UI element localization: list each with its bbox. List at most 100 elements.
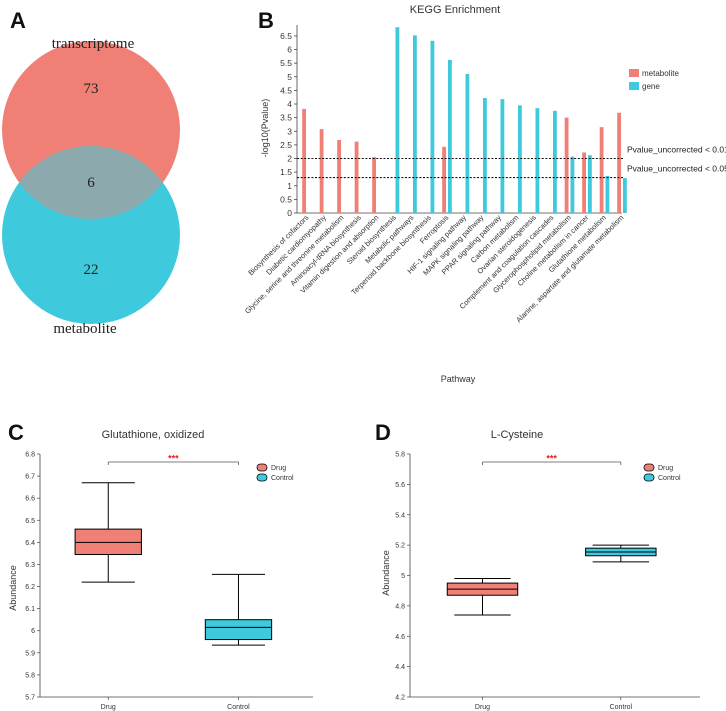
venn-label-metabolite: metabolite (53, 321, 117, 337)
boxplot-c-y-tick-label: 5.7 (25, 695, 35, 702)
boxplot-c-y-tick-label: 5.8 (25, 672, 35, 679)
venn-label-transcriptome: transcriptome (52, 36, 135, 52)
boxplot-c-y-tick-label: 6.4 (25, 540, 35, 547)
kegg-bar-gene (605, 175, 610, 213)
kegg-y-tick-label: 3 (287, 126, 292, 136)
kegg-y-tick-label: 5.5 (280, 58, 292, 68)
boxplot-d-x-tick-label: Drug (475, 704, 490, 711)
kegg-bar-gene (413, 35, 417, 213)
kegg-bar-metabolite (617, 112, 621, 213)
panel-letter-c: C (8, 420, 24, 445)
kegg-legend-label-gene: gene (642, 82, 660, 91)
kegg-legend-label-metabolite: metabolite (642, 69, 679, 78)
boxplot-d-legend-swatch-drug (643, 463, 655, 472)
boxplot-c-y-tick-label: 6.1 (25, 606, 35, 613)
panel-letter-a: A (10, 8, 26, 33)
kegg-y-tick-label: 2.5 (280, 140, 292, 150)
boxplot-glutathione: Glutathione, oxidized Abundance 5.7 5.8 5.… (8, 429, 313, 711)
boxplot-c-box-drug (74, 528, 142, 556)
boxplot-c-y-tick-label: 6 (31, 628, 35, 635)
kegg-title: KEGG Enrichment (410, 4, 500, 16)
kegg-legend-swatch-metabolite (629, 69, 639, 77)
kegg-y-tick-label: 0 (287, 208, 292, 218)
kegg-bar-gene (623, 178, 627, 213)
kegg-bar-gene (483, 98, 487, 213)
kegg-y-tick-label: 0.5 (280, 194, 292, 204)
boxplot-d-y-tick-label: 5.8 (395, 452, 405, 459)
kegg-bar-gene (465, 74, 470, 213)
boxplot-d-x-tick-label: Control (610, 704, 633, 711)
kegg-bars (302, 27, 627, 213)
kegg-bar-gene (518, 105, 522, 213)
kegg-y-tick-label: 1 (287, 181, 292, 191)
kegg-bar-metabolite (319, 129, 324, 213)
kegg-y-tick-label: 1.5 (280, 167, 292, 177)
kegg-bar-metabolite (582, 152, 586, 213)
kegg-y-axis-label: -log10(Pvalue) (260, 99, 270, 158)
kegg-y-tick-label: 5 (287, 72, 292, 82)
boxplot-c-box-control (204, 619, 273, 641)
kegg-y-tick-label: 3.5 (280, 113, 292, 123)
boxplot-d-y-tick-label: 5.2 (395, 543, 405, 550)
boxplot-d-y-tick-label: 4.8 (395, 603, 405, 610)
boxplot-c-title: Glutathione, oxidized (102, 429, 205, 441)
boxplot-d-y-axis-label: Abundance (381, 550, 391, 596)
kegg-bar-metabolite (337, 139, 341, 213)
panel-letter-d: D (375, 420, 391, 445)
boxplot-d-title: L-Cysteine (491, 429, 544, 441)
boxplot-d-y-tick-label: 4.2 (395, 695, 405, 702)
kegg-legend: metabolite gene (629, 69, 679, 91)
venn-count-overlap: 6 (87, 175, 95, 191)
kegg-y-tick-label: 6.5 (280, 31, 292, 41)
boxplot-c-legend-swatch-drug (256, 463, 268, 472)
kegg-threshold-label: Pvalue_uncorrected < 0.01 (627, 145, 726, 155)
boxplot-d-legend-label-control: Control (658, 475, 681, 482)
boxplot-d-legend-swatch-control (643, 473, 655, 482)
boxplot-c-y-tick-label: 6.8 (25, 452, 35, 459)
kegg-y-tick-label: 4.5 (280, 85, 292, 95)
kegg-bar-metabolite (302, 108, 306, 213)
kegg-y-tick-label: 4 (287, 99, 292, 109)
boxplot-d-legend-label-drug: Drug (658, 465, 673, 472)
kegg-y-tick-label: 6 (287, 45, 292, 55)
kegg-bar-gene (570, 156, 575, 213)
kegg-bar-gene (588, 155, 592, 213)
kegg-legend-swatch-gene (629, 82, 639, 90)
boxplot-d-y-tick-label: 5.6 (395, 482, 405, 489)
boxplot-c-x-tick-label: Drug (101, 704, 116, 711)
kegg-bar-gene (500, 99, 505, 213)
boxplot-d-y-tick-label: 5.4 (395, 512, 405, 519)
kegg-bar-gene (395, 27, 400, 213)
kegg-enrichment-chart: KEGG Enrichment -log10(Pvalue) Pathway 0… (243, 4, 726, 384)
kegg-bar-metabolite (564, 117, 569, 213)
boxplot-l-cysteine: L-Cysteine Abundance 4.2 4.4 4.6 4.8 5 5.2 5.4… (381, 429, 700, 711)
boxplot-c-sig-stars: *** (168, 454, 179, 464)
kegg-y-tick-label: 2 (287, 154, 292, 164)
venn-overlap-region (19, 146, 163, 219)
venn-count-transcriptome-only: 73 (84, 81, 99, 97)
panel-letter-b: B (258, 8, 274, 33)
venn-diagram: transcriptome 73 6 22 metabolite (2, 36, 180, 337)
boxplot-c-x-tick-label: Control (227, 704, 250, 711)
boxplot-c-y-tick-label: 6.5 (25, 518, 35, 525)
boxplot-c-y-tick-label: 6.2 (25, 584, 35, 591)
kegg-bar-gene (430, 40, 435, 213)
kegg-bar-gene (535, 108, 540, 213)
kegg-threshold-label: Pvalue_uncorrected < 0.05 (627, 164, 726, 174)
boxplot-c-y-tick-label: 5.9 (25, 650, 35, 657)
kegg-x-axis-label: Pathway (441, 374, 476, 384)
kegg-bar-gene (448, 59, 452, 213)
kegg-threshold-lines: Pvalue_uncorrected < 0.01 Pvalue_uncorrec… (297, 145, 726, 179)
boxplot-d-y-tick-label: 4.4 (395, 664, 405, 671)
kegg-bar-gene (553, 110, 557, 213)
kegg-axes: 0 0.5 1 1.5 2 2.5 3 3.5 4 4.5 5 5.5 6 6.5 (280, 25, 622, 218)
boxplot-d-y-tick-label: 5 (401, 573, 405, 580)
venn-count-metabolite-only: 22 (84, 262, 99, 278)
boxplot-c-y-axis-label: Abundance (8, 565, 18, 611)
boxplot-c-legend-label-drug: Drug (271, 465, 286, 472)
boxplot-c-legend-label-control: Control (271, 475, 294, 482)
kegg-bar-metabolite (442, 146, 446, 213)
